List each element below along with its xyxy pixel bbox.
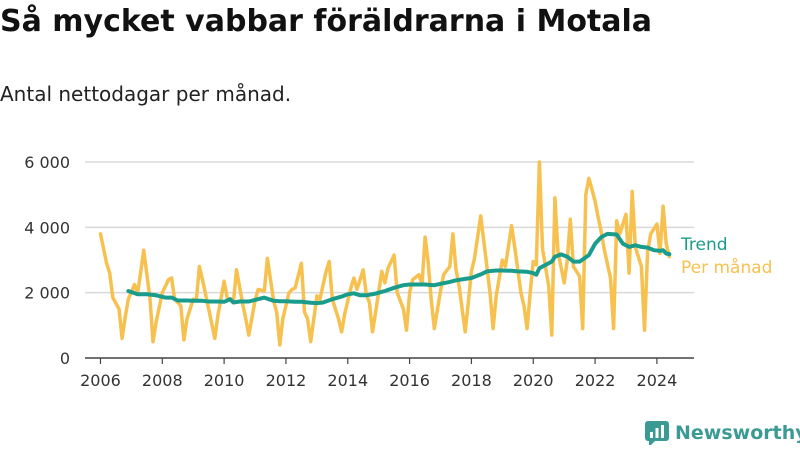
y-tick-label: 2 000 (24, 284, 70, 303)
chart-title: Så mycket vabbar föräldrarna i Motala (0, 4, 653, 39)
x-tick-label: 2012 (266, 371, 307, 390)
x-tick-label: 2018 (451, 371, 492, 390)
chart-subtitle: Antal nettodagar per månad. (0, 82, 292, 106)
x-tick-label: 2006 (80, 371, 121, 390)
y-tick-label: 4 000 (24, 218, 70, 237)
x-tick-label: 2014 (327, 371, 368, 390)
y-tick-label: 0 (60, 349, 70, 368)
legend-label-trend: Trend (680, 235, 728, 255)
x-tick-label: 2024 (637, 371, 678, 390)
x-tick-label: 2016 (389, 371, 430, 390)
legend-label-per-manad: Per månad (681, 257, 772, 278)
x-tick-label: 2008 (142, 371, 183, 390)
brand-name: Newsworthy (675, 422, 800, 444)
newsworthy-brand: Newsworthy (645, 420, 800, 446)
x-tick-label: 2010 (204, 371, 245, 390)
newsworthy-logo-icon (645, 421, 669, 445)
axis-ticks: 0 2 000 4 000 6 000 2006 2008 2010 2012 2014 2016… (24, 153, 677, 390)
x-tick-label: 2020 (513, 371, 554, 390)
gridlines (85, 161, 694, 359)
y-tick-label: 6 000 (24, 153, 70, 172)
series-lines (98, 160, 672, 347)
series-line-per-manad (98, 160, 672, 347)
x-tick-label: 2022 (575, 371, 616, 390)
series-line-trend (126, 231, 672, 306)
